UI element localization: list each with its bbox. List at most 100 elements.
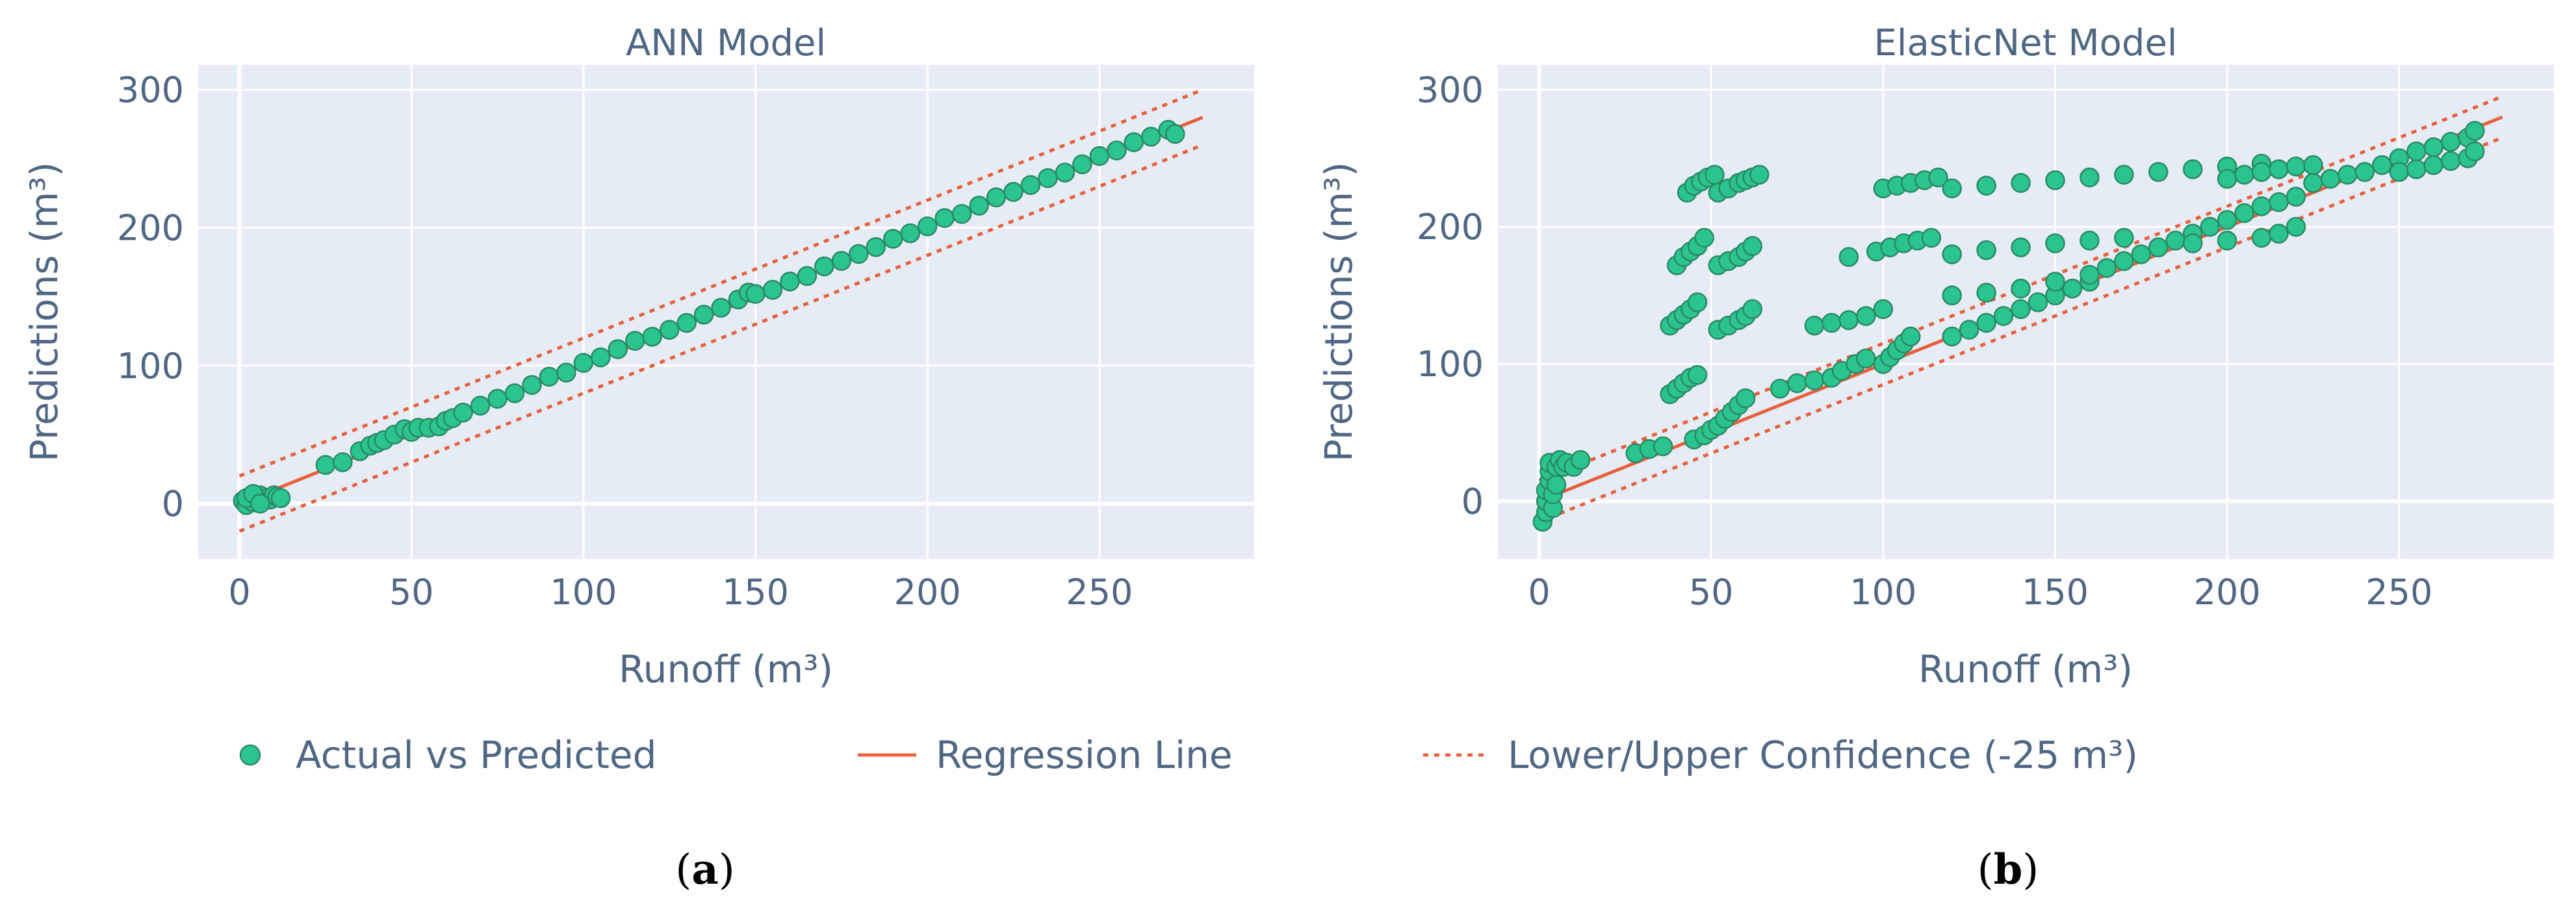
data-point: [1089, 146, 1110, 166]
x-tick-label: 250: [1066, 572, 1133, 613]
data-point: [1900, 326, 1921, 347]
legend-label-regression-line: Regression Line: [936, 733, 1233, 777]
points-b: [1532, 121, 2485, 532]
data-point: [2286, 156, 2306, 177]
x-tick-label: 150: [722, 572, 789, 613]
data-point: [814, 256, 834, 277]
y-axis-title-b: Predictions (m³): [1317, 162, 1361, 462]
data-point: [556, 363, 576, 383]
data-point: [1976, 175, 1996, 196]
data-point: [2286, 216, 2306, 237]
data-point: [2440, 131, 2461, 152]
data-point: [676, 313, 697, 333]
data-point: [1942, 285, 1962, 305]
data-point: [2269, 192, 2289, 212]
data-point: [1742, 299, 1762, 320]
x-tick-label: 0: [1528, 572, 1550, 613]
x-tick-label: 100: [1849, 572, 1916, 613]
data-point: [2234, 164, 2254, 185]
data-point: [2165, 230, 2186, 251]
data-point: [2148, 162, 2169, 182]
data-point: [1694, 227, 1714, 248]
data-point: [1942, 178, 1962, 199]
legend-dot-icon: [239, 744, 261, 766]
data-point: [1107, 140, 1127, 160]
legend-item-confidence: Lower/Upper Confidence (-25 m³): [1423, 733, 2138, 777]
data-point: [2096, 258, 2117, 278]
data-point: [1570, 450, 1591, 470]
data-point: [2234, 203, 2254, 224]
data-point: [969, 196, 989, 216]
chart-title-a: ANN Model: [626, 22, 826, 64]
data-point: [882, 229, 903, 249]
data-point: [917, 216, 938, 237]
x-tick-label: 50: [389, 572, 434, 613]
ann-model-chart: 0 50 100 150 200 250 0 100 200 300 ANN Model Runo…: [22, 22, 1254, 894]
data-point: [866, 237, 886, 257]
data-point: [1072, 154, 1092, 175]
data-point: [831, 251, 852, 271]
panel-letter-b: b: [1994, 845, 2023, 894]
data-point: [1838, 310, 1859, 330]
elasticnet-model-chart: 0 50 100 150 200 250 0 100 200 300 ElasticNet Mod…: [1317, 22, 2554, 894]
data-point: [2423, 155, 2443, 175]
data-point: [1959, 320, 1979, 340]
data-point: [1687, 292, 1708, 313]
data-point: [539, 366, 560, 387]
data-point: [1822, 313, 1842, 333]
data-point: [315, 455, 336, 475]
data-point: [522, 375, 542, 395]
ticks-a: 0 50 100 150 200 250 0 100 200 300: [117, 70, 1133, 613]
confidence-line: [1538, 136, 2503, 524]
data-point: [934, 208, 955, 228]
x-axis-title-b: Runoff (m³): [1918, 647, 2133, 691]
data-point: [2406, 141, 2427, 162]
data-point: [2080, 264, 2100, 285]
data-point: [2217, 230, 2237, 251]
data-point: [2286, 186, 2306, 207]
data-point: [504, 383, 525, 403]
panel-letter-a: a: [691, 845, 718, 894]
data-point: [2217, 168, 2237, 189]
data-point: [849, 244, 869, 264]
data-point: [2372, 155, 2392, 175]
data-point: [951, 204, 972, 224]
data-point: [2062, 278, 2083, 299]
data-point: [2028, 292, 2048, 313]
data-point: [2114, 227, 2134, 248]
data-point: [1856, 306, 1876, 326]
data-point: [1124, 132, 1144, 153]
x-tick-label: 200: [2194, 572, 2261, 613]
data-point: [2011, 299, 2031, 320]
data-point: [1165, 123, 1185, 144]
data-point: [453, 402, 473, 423]
confidence-line: [1538, 95, 2503, 482]
data-point: [745, 284, 766, 304]
data-point: [1546, 474, 1567, 495]
points-a: [233, 120, 1185, 515]
y-axis-title-a: Predictions (m³): [22, 162, 66, 462]
data-point: [250, 493, 270, 514]
data-point: [1140, 127, 1161, 147]
chart-title-b: ElasticNet Model: [1874, 22, 2178, 64]
data-point: [1921, 227, 1942, 248]
y-tick-label: 0: [1462, 481, 1484, 522]
data-point: [2011, 173, 2031, 193]
data-point: [470, 396, 491, 416]
data-point: [659, 320, 680, 340]
x-axis-title-a: Runoff (m³): [619, 647, 833, 691]
data-point: [1804, 370, 1825, 391]
data-point: [2200, 216, 2220, 237]
data-point: [642, 326, 662, 347]
data-point: [2465, 121, 2485, 141]
data-point: [986, 187, 1007, 208]
ticks-b: 0 50 100 150 200 250 0 100 200 300: [1417, 70, 2432, 613]
data-point: [711, 298, 731, 318]
x-tick-label: 150: [2022, 572, 2089, 613]
data-point: [1055, 162, 1075, 183]
data-point: [2406, 159, 2427, 179]
data-point: [270, 488, 291, 508]
data-point: [608, 339, 628, 359]
grid-a: [198, 65, 1254, 559]
